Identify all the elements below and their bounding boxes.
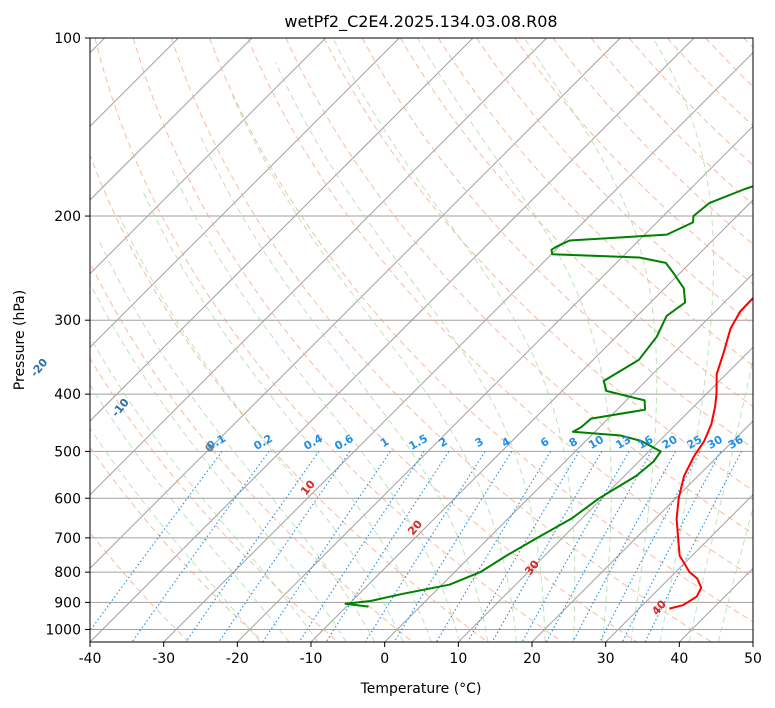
x-tick-label: 0 [380, 651, 389, 667]
moist-adiabat [332, 38, 576, 642]
x-tick-label: -10 [300, 651, 323, 667]
dry-adiabat [90, 261, 414, 642]
mixing-ratio-line [572, 451, 676, 642]
y-tick-label: 100 [54, 31, 81, 47]
dry-adiabat [399, 38, 753, 408]
dry-adiabat [590, 38, 753, 206]
dry-adiabat [90, 446, 264, 642]
y-tick-label: 400 [54, 387, 81, 403]
x-tick-label: 10 [449, 651, 467, 667]
mixing-ratio-line [218, 451, 351, 642]
dry-adiabat [247, 38, 753, 578]
x-tick-label: -20 [226, 651, 249, 667]
x-tick-label: 20 [523, 651, 541, 667]
y-tick-label: 300 [54, 313, 81, 329]
mixing-ratio-line [491, 451, 603, 642]
mixing-ratio-line [364, 451, 486, 642]
y-tick-label: 800 [54, 565, 81, 581]
mixing-ratio-line [262, 451, 391, 642]
moist-adiabat [198, 133, 489, 642]
moist-adiabat [170, 166, 461, 642]
moist-adiabat [90, 383, 290, 642]
y-tick-label: 900 [54, 595, 81, 611]
isotherm-line [163, 51, 753, 642]
dry-adiabat [437, 38, 753, 366]
mixing-ratio-line [90, 451, 223, 632]
moist-adiabat [118, 215, 404, 642]
isotherm-line [384, 272, 753, 642]
dry-adiabat [170, 38, 712, 642]
isotherm-line [236, 125, 753, 642]
x-tick-label: 40 [670, 651, 688, 667]
dry-adiabat [209, 38, 753, 623]
y-tick-label: 1000 [45, 622, 81, 638]
moist-adiabat [141, 188, 432, 642]
dry-adiabat [361, 38, 753, 449]
isotherm-line [605, 493, 753, 642]
moist-adiabat [523, 38, 658, 642]
dry-adiabat [94, 38, 563, 642]
moist-adiabat [717, 506, 753, 642]
isotherm-line [457, 346, 753, 642]
mixing-ratio-line [393, 451, 513, 642]
plot-frame [89, 37, 754, 643]
isotherm-line [90, 38, 695, 642]
moist-adiabat [688, 356, 753, 642]
moist-adiabat [417, 38, 612, 642]
isotherm-line [90, 38, 400, 349]
isotherm-line [90, 38, 548, 496]
dry-adiabat [132, 38, 638, 642]
mixing-ratio-line [599, 451, 701, 642]
moist-adiabat [231, 95, 517, 642]
moist-adiabat [652, 38, 714, 642]
mixing-ratio-line [644, 451, 742, 642]
y-tick-label: 500 [54, 444, 81, 460]
isotherm-line [90, 38, 474, 422]
chart-title: wetPf2_C2E4.2025.134.03.08.R08 [284, 12, 557, 32]
mixing-ratio-line [131, 451, 270, 642]
x-tick-label: 30 [597, 651, 615, 667]
dry-adiabat [285, 38, 753, 535]
dry-adiabat [90, 357, 339, 642]
isotherm-line [90, 38, 327, 275]
temperature-profile-line [669, 296, 753, 610]
dry-adiabat [552, 38, 753, 245]
x-tick-label: -40 [79, 651, 102, 667]
mixing-ratio-line [545, 451, 652, 642]
y-axis-label: Pressure (hPa) [12, 290, 28, 390]
y-tick-label: 600 [54, 491, 81, 507]
mixing-ratio-line [621, 451, 722, 642]
dry-adiabat [323, 38, 753, 492]
mixing-ratio-line [185, 451, 320, 642]
isotherm-line [90, 38, 621, 570]
x-axis-label: Temperature (°C) [360, 681, 482, 697]
moist-adiabat [275, 62, 546, 642]
dewpoint-profile-line [344, 185, 753, 608]
moist-adiabat [90, 427, 261, 642]
y-tick-label: 700 [54, 531, 81, 547]
x-tick-label: -30 [152, 651, 175, 667]
isotherm-line [531, 420, 753, 642]
x-tick-label: 50 [744, 651, 762, 667]
y-tick-label: 200 [54, 209, 81, 225]
moist-adiabat [90, 336, 319, 642]
isotherm-line [90, 38, 253, 201]
